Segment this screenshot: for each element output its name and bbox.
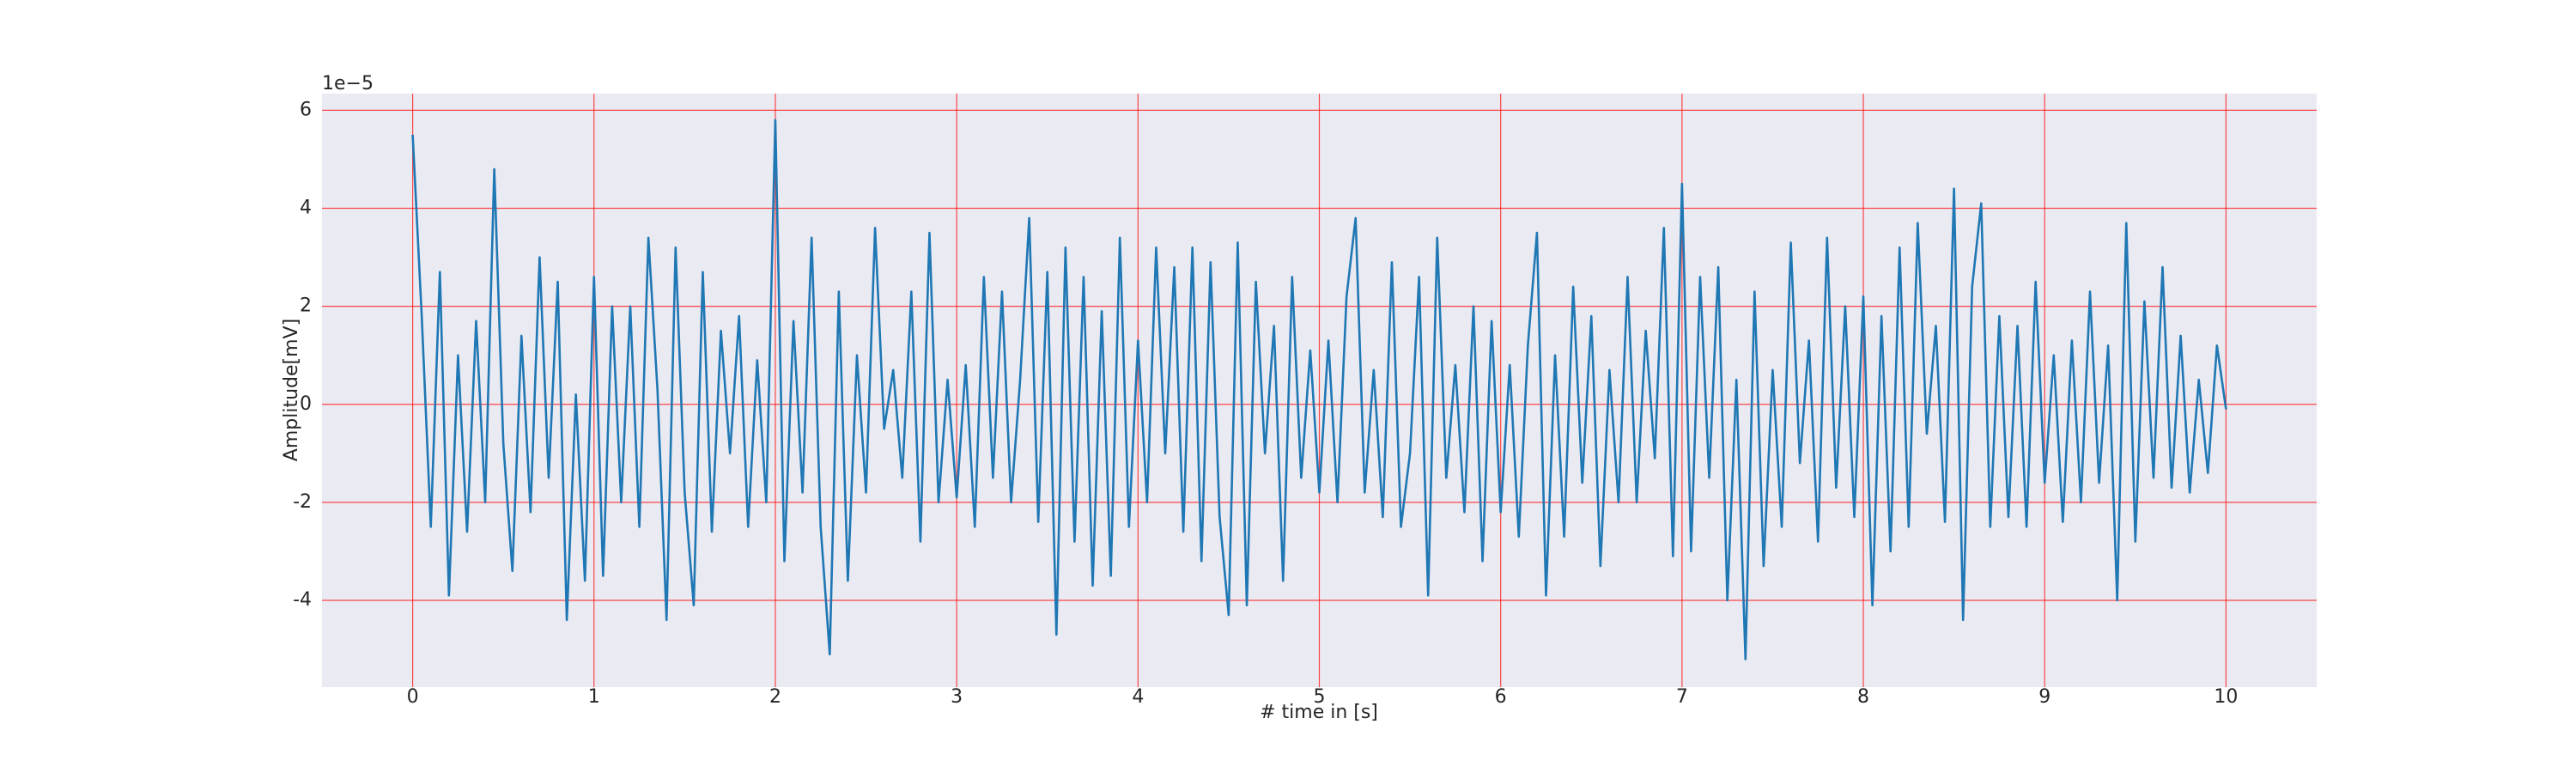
y-tick-label: -2 (293, 491, 312, 513)
x-tick-label: 1 (588, 686, 600, 708)
x-tick-label: 7 (1676, 686, 1688, 708)
x-tick-label: 0 (407, 686, 419, 708)
x-tick-label: 10 (2214, 686, 2238, 708)
x-tick-label: 9 (2038, 686, 2050, 708)
y-tick-label: 6 (300, 99, 312, 120)
y-tick-label: 2 (300, 295, 312, 317)
y-axis-label: Amplitude[mV] (281, 319, 302, 461)
x-tick-label: 3 (951, 686, 963, 708)
x-tick-label: 8 (1857, 686, 1869, 708)
x-axis-label: # time in [s] (1260, 702, 1378, 723)
x-tick-label: 2 (769, 686, 781, 708)
x-tick-label: 4 (1132, 686, 1144, 708)
y-tick-label: 4 (300, 198, 312, 219)
x-tick-label: 6 (1495, 686, 1507, 708)
signal-line (411, 119, 2227, 660)
x-tick-label: 5 (1314, 686, 1326, 708)
y-tick-label: 0 (300, 393, 312, 415)
y-tick-label: -4 (293, 589, 312, 611)
offset-text: 1e−5 (322, 73, 374, 94)
